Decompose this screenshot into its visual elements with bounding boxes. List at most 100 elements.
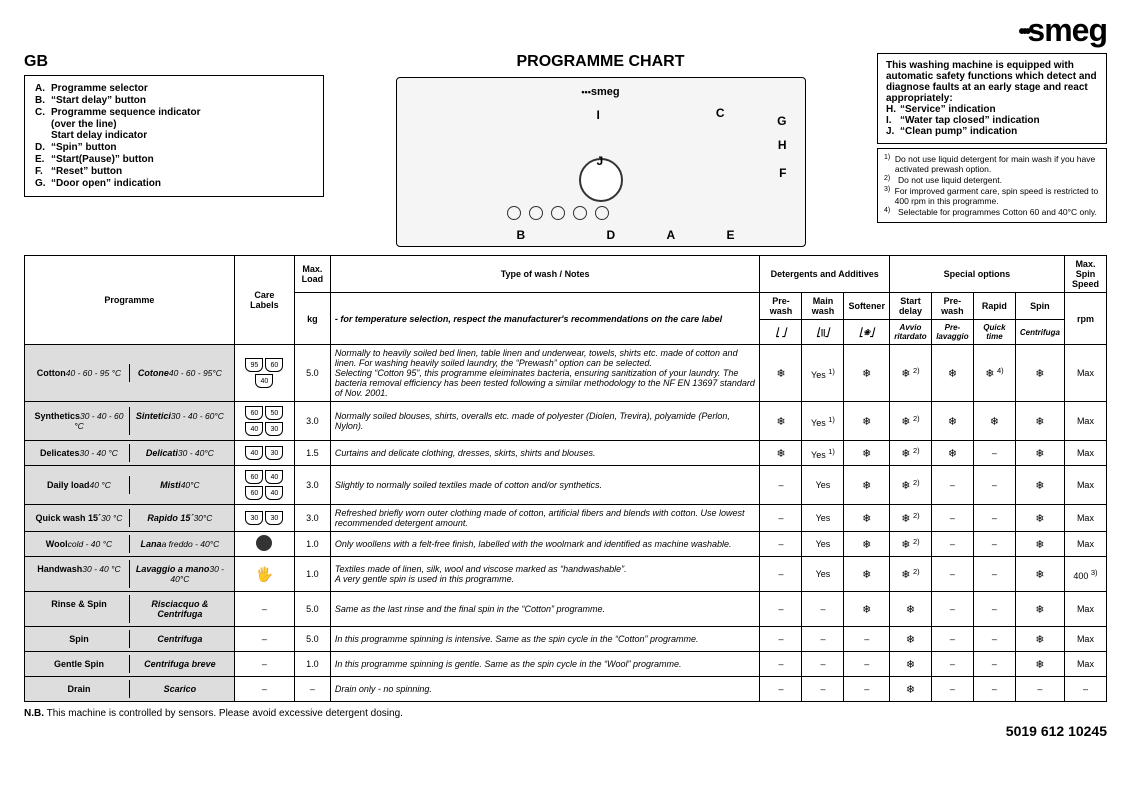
th-maxload: Max. Load [294,256,330,293]
table-cell: ❄ [844,592,890,627]
load-cell: 5.0 [294,345,330,402]
legend-item: C.Programme sequence indicator [35,107,313,118]
legend-subitem: Start delay indicator [51,130,313,141]
programme-cell: Woolcold - 40 °C Lanaa freddo - 40°C [25,532,235,557]
programme-cell: Synthetics30 - 40 - 60 °C Sintetici30 - … [25,402,235,441]
programme-cell: Rinse & Spin Risciacquo & Centrifuga [25,592,235,627]
table-cell: ❄ [1015,532,1064,557]
table-cell: ❄ [760,345,802,402]
table-cell: – [760,466,802,505]
care-label-icon: 40 [245,422,263,436]
diagram-column: PROGRAMME CHART •••smeg AB CD EF GH IJ [336,53,865,247]
care-label-icon: 30 [265,446,283,460]
load-cell: 1.0 [294,652,330,677]
handwash-icon: 🖐 [256,566,273,582]
table-cell: ❄ [844,557,890,592]
load-cell: 1.5 [294,441,330,466]
table-cell: – [973,466,1015,505]
legend-item: D.“Spin” button [35,142,313,153]
top-section: GB A.Programme selectorB.“Start delay” b… [24,53,1107,247]
notes-cell: Drain only - no spinning. [330,677,760,702]
table-cell: ❄ [760,441,802,466]
load-cell: 5.0 [294,592,330,627]
footnote: 1)Do not use liquid detergent for main w… [884,154,1100,174]
notes-cell: Refreshed briefly worn outer clothing ma… [330,505,760,532]
care-cell: – [234,677,294,702]
care-label-icon: 95 [245,358,263,372]
table-cell: – [931,466,973,505]
table-cell: Yes 1) [802,345,844,402]
programme-cell: Drain Scarico [25,677,235,702]
care-cell: – [234,652,294,677]
load-cell: – [294,677,330,702]
table-cell: ❄ [844,345,890,402]
table-cell: – [973,532,1015,557]
table-cell: ❄ [931,345,973,402]
load-cell: 1.0 [294,557,330,592]
table-cell: ❄ [844,505,890,532]
table-cell: Max [1064,627,1106,652]
equip-item: I.“Water tap closed” indication [886,115,1098,126]
table-row: Cotton40 - 60 - 95 °C Cotone40 - 60 - 95… [25,345,1107,402]
table-cell: – [1064,677,1106,702]
woolmark-icon [256,535,272,551]
footnote: 4)Selectable for programmes Cotton 60 an… [884,207,1100,217]
load-cell: 3.0 [294,466,330,505]
th-prewash2: Pre-wash [931,293,973,320]
notes-cell: In this programme spinning is gentle. Sa… [330,652,760,677]
care-cell: 4030 [234,441,294,466]
equipment-box: This washing machine is equipped with au… [877,53,1107,144]
icon-prewash-compartment: ⎣ ⎦ [760,320,802,345]
table-cell: Max [1064,505,1106,532]
legend-item: E.“Start(Pause)” button [35,154,313,165]
legend-column: GB A.Programme selectorB.“Start delay” b… [24,53,324,247]
load-cell: 3.0 [294,505,330,532]
table-row: Rinse & Spin Risciacquo & Centrifuga – 5… [25,592,1107,627]
brand-logo: •••smeg [24,12,1107,49]
table-cell: Max [1064,652,1106,677]
table-cell: ❄ [844,532,890,557]
table-cell: – [802,677,844,702]
table-cell: Max [1064,592,1106,627]
footnotes-box: 1)Do not use liquid detergent for main w… [877,148,1107,223]
care-label-icon: 30 [245,511,263,525]
notes-cell: Slightly to normally soiled textiles mad… [330,466,760,505]
notes-cell: Textiles made of linen, silk, wool and v… [330,557,760,592]
care-label-icon: 60 [245,470,263,484]
table-cell: – [844,627,890,652]
control-panel-diagram: •••smeg AB CD EF GH IJ [396,77,806,247]
programme-cell: Gentle Spin Centrifuga breve [25,652,235,677]
table-cell: ❄ 2) [889,532,931,557]
table-cell: ❄ [1015,466,1064,505]
th-kg: kg [294,293,330,345]
th-rapid: Rapid [973,293,1015,320]
table-cell: 400 3) [1064,557,1106,592]
legend-subitem: (over the line) [51,119,313,130]
table-cell: – [760,532,802,557]
footnote: 3)For improved garment care, spin speed … [884,186,1100,206]
th-prewash: Pre-wash [760,293,802,320]
table-cell: Yes [802,466,844,505]
table-cell: Yes 1) [802,441,844,466]
care-label-icon: 30 [265,511,283,525]
load-cell: 5.0 [294,627,330,652]
table-cell: ❄ [1015,505,1064,532]
table-cell: – [931,557,973,592]
table-cell: – [760,652,802,677]
table-cell: – [973,505,1015,532]
notes-cell: Same as the last rinse and the final spi… [330,592,760,627]
equip-item: J.“Clean pump” indication [886,126,1098,137]
th-programme: Programme [25,256,235,345]
table-cell: Max [1064,441,1106,466]
programme-cell: Daily load40 °C Misti40°C [25,466,235,505]
care-label-icon: 40 [265,486,283,500]
table-cell: – [760,557,802,592]
programme-cell: Cotton40 - 60 - 95 °C Cotone40 - 60 - 95… [25,345,235,402]
care-label-icon: 60 [245,406,263,420]
table-cell: – [931,652,973,677]
info-column: This washing machine is equipped with au… [877,53,1107,247]
th-spin: Spin [1015,293,1064,320]
table-row: Synthetics30 - 40 - 60 °C Sintetici30 - … [25,402,1107,441]
legend-item: G.“Door open” indication [35,178,313,189]
table-cell: – [931,505,973,532]
